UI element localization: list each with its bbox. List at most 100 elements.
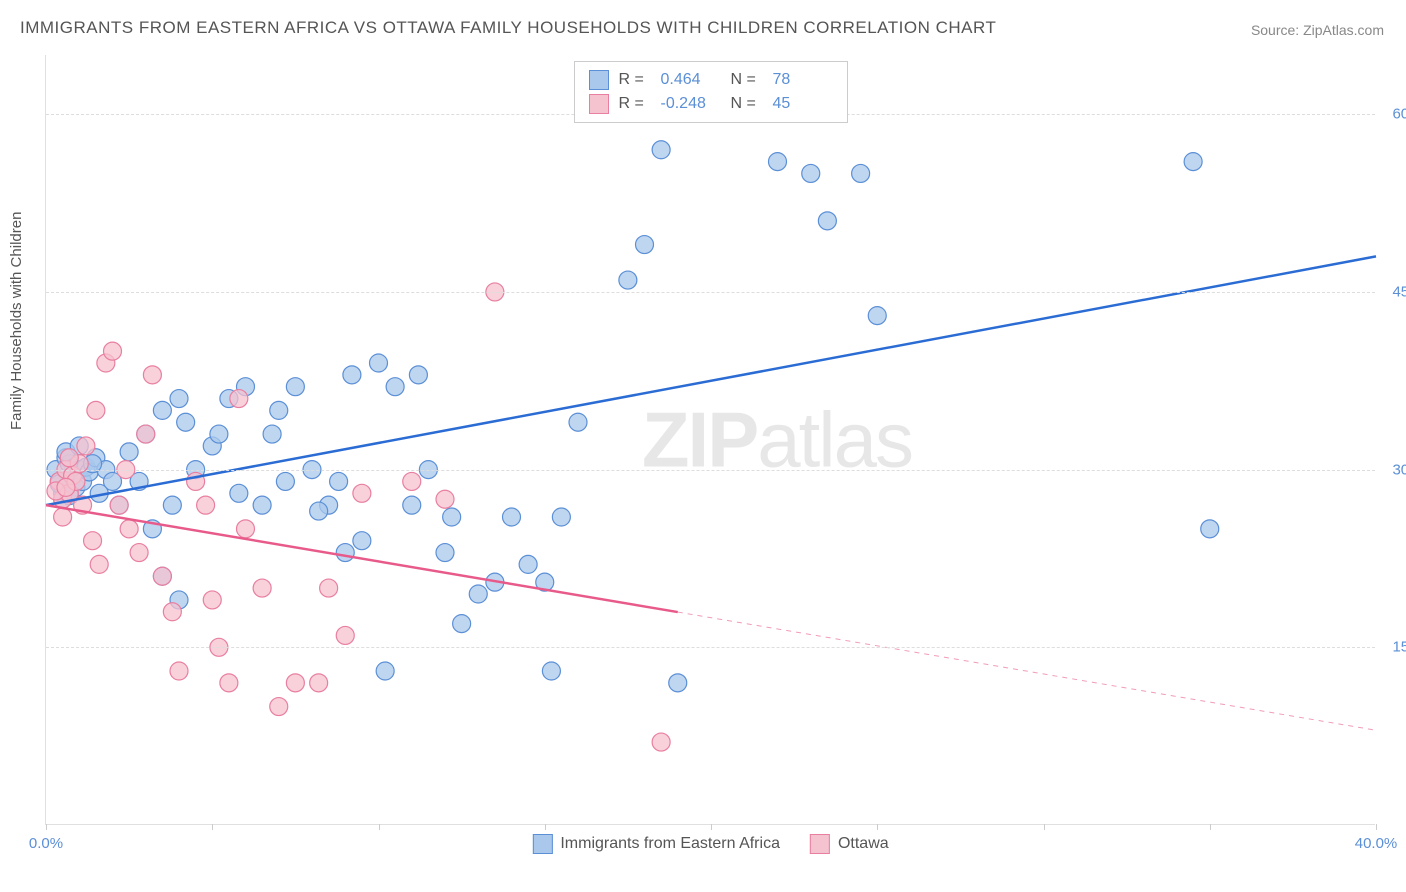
- scatter-point: [170, 662, 188, 680]
- scatter-point: [336, 544, 354, 562]
- scatter-point: [403, 496, 421, 514]
- trend-line-dashed: [678, 612, 1376, 730]
- scatter-point: [270, 401, 288, 419]
- x-tick-mark: [545, 824, 546, 830]
- gridline-horizontal: [46, 470, 1375, 471]
- legend-n-value: 78: [773, 71, 833, 89]
- scatter-point: [802, 164, 820, 182]
- scatter-point: [137, 425, 155, 443]
- scatter-point: [110, 496, 128, 514]
- x-tick-mark: [1376, 824, 1377, 830]
- scatter-point: [652, 141, 670, 159]
- y-axis-label: Family Households with Children: [8, 212, 25, 430]
- x-tick-mark: [877, 824, 878, 830]
- scatter-point: [868, 307, 886, 325]
- scatter-point: [386, 378, 404, 396]
- scatter-point: [163, 603, 181, 621]
- scatter-point: [769, 153, 787, 171]
- scatter-point: [320, 579, 338, 597]
- scatter-point: [370, 354, 388, 372]
- scatter-point: [130, 544, 148, 562]
- scatter-point: [436, 490, 454, 508]
- source-label: Source: ZipAtlas.com: [1251, 22, 1384, 38]
- gridline-horizontal: [46, 292, 1375, 293]
- legend-r-label: R =: [619, 95, 651, 113]
- scatter-point: [203, 591, 221, 609]
- legend-row: R =-0.248N =45: [589, 92, 833, 116]
- scatter-point: [353, 484, 371, 502]
- legend-item-label: Immigrants from Eastern Africa: [560, 835, 780, 853]
- legend-item: Immigrants from Eastern Africa: [532, 834, 780, 854]
- scatter-point: [443, 508, 461, 526]
- legend-r-label: R =: [619, 71, 651, 89]
- scatter-point: [852, 164, 870, 182]
- scatter-point: [519, 555, 537, 573]
- scatter-point: [276, 472, 294, 490]
- legend-n-label: N =: [731, 71, 763, 89]
- gridline-horizontal: [46, 647, 1375, 648]
- scatter-point: [818, 212, 836, 230]
- y-tick-label: 45.0%: [1392, 283, 1406, 300]
- x-tick-label: 0.0%: [29, 835, 63, 852]
- legend-correlation: R =0.464N =78R =-0.248N =45: [574, 61, 848, 123]
- scatter-point: [1184, 153, 1202, 171]
- y-tick-label: 30.0%: [1392, 461, 1406, 478]
- legend-n-value: 45: [773, 95, 833, 113]
- chart-title: IMMIGRANTS FROM EASTERN AFRICA VS OTTAWA…: [20, 18, 996, 38]
- scatter-point: [552, 508, 570, 526]
- scatter-point: [353, 532, 371, 550]
- scatter-point: [330, 472, 348, 490]
- x-tick-mark: [379, 824, 380, 830]
- legend-swatch: [589, 70, 609, 90]
- scatter-point: [220, 674, 238, 692]
- legend-swatch: [810, 834, 830, 854]
- scatter-point: [409, 366, 427, 384]
- scatter-point: [104, 342, 122, 360]
- scatter-point: [253, 496, 271, 514]
- scatter-point: [669, 674, 687, 692]
- scatter-point: [60, 449, 78, 467]
- legend-item: Ottawa: [810, 834, 889, 854]
- x-tick-mark: [212, 824, 213, 830]
- scatter-point: [619, 271, 637, 289]
- plot-area: ZIPatlas R =0.464N =78R =-0.248N =45 Imm…: [45, 55, 1375, 825]
- scatter-point: [336, 626, 354, 644]
- scatter-point: [310, 674, 328, 692]
- scatter-point: [436, 544, 454, 562]
- scatter-point: [87, 401, 105, 419]
- scatter-point: [77, 437, 95, 455]
- scatter-point: [54, 508, 72, 526]
- scatter-point: [197, 496, 215, 514]
- scatter-point: [230, 390, 248, 408]
- chart-svg: [46, 55, 1375, 824]
- scatter-point: [177, 413, 195, 431]
- scatter-point: [120, 443, 138, 461]
- legend-row: R =0.464N =78: [589, 68, 833, 92]
- scatter-point: [170, 390, 188, 408]
- scatter-point: [310, 502, 328, 520]
- y-tick-label: 15.0%: [1392, 639, 1406, 656]
- scatter-point: [263, 425, 281, 443]
- scatter-point: [652, 733, 670, 751]
- x-tick-mark: [711, 824, 712, 830]
- scatter-point: [84, 532, 102, 550]
- x-tick-mark: [1044, 824, 1045, 830]
- legend-r-value: -0.248: [661, 95, 721, 113]
- scatter-point: [343, 366, 361, 384]
- legend-series: Immigrants from Eastern Africa Ottawa: [532, 834, 888, 854]
- scatter-point: [542, 662, 560, 680]
- scatter-point: [376, 662, 394, 680]
- scatter-point: [120, 520, 138, 538]
- scatter-point: [237, 520, 255, 538]
- scatter-point: [230, 484, 248, 502]
- scatter-point: [270, 698, 288, 716]
- scatter-point: [286, 378, 304, 396]
- scatter-point: [153, 567, 171, 585]
- x-tick-mark: [46, 824, 47, 830]
- legend-item-label: Ottawa: [838, 835, 889, 853]
- x-tick-label: 40.0%: [1355, 835, 1398, 852]
- legend-swatch: [532, 834, 552, 854]
- legend-swatch: [589, 94, 609, 114]
- scatter-point: [1201, 520, 1219, 538]
- scatter-point: [403, 472, 421, 490]
